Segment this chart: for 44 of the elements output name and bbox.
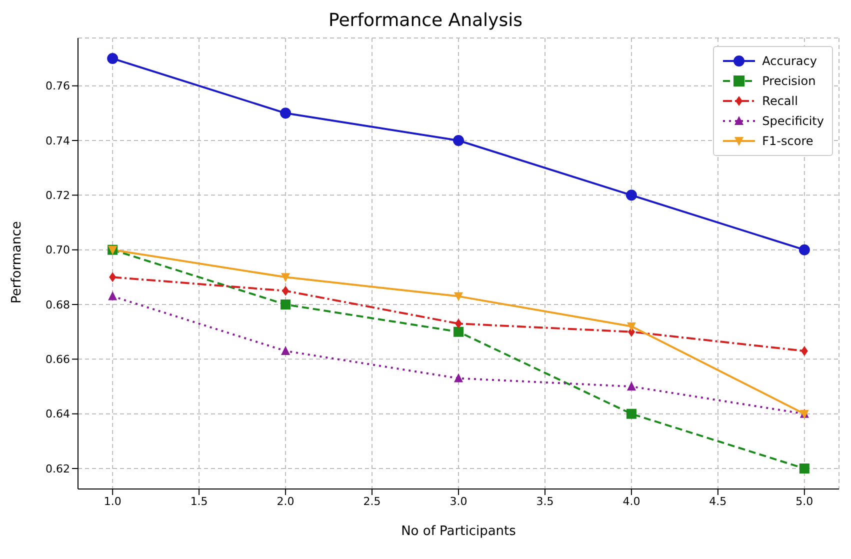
point xyxy=(109,272,116,282)
y-tick-label: 0.72 xyxy=(46,189,70,202)
point xyxy=(107,53,118,64)
y-axis-title: Performance xyxy=(10,221,25,304)
point xyxy=(798,244,810,256)
point xyxy=(454,326,464,337)
point xyxy=(626,408,636,419)
legend-label: Recall xyxy=(762,94,798,108)
legend-label: Specificity xyxy=(762,114,824,128)
x-tick-label: 4.0 xyxy=(622,494,640,508)
y-tick-label: 0.74 xyxy=(46,134,70,148)
point xyxy=(282,286,290,296)
y-tick-label: 0.64 xyxy=(46,408,70,421)
x-tick-label: 2.0 xyxy=(276,494,294,508)
y-tick-label: 0.76 xyxy=(46,80,70,93)
point xyxy=(454,292,463,302)
x-axis-title: No of Participants xyxy=(401,524,516,539)
x-tick-label: 5.0 xyxy=(796,494,814,508)
point xyxy=(626,190,637,201)
legend-label: Precision xyxy=(762,74,816,88)
y-tick-label: 0.70 xyxy=(46,244,70,257)
x-tick-label: 3.0 xyxy=(450,494,468,508)
x-tick-label: 1.0 xyxy=(104,494,122,508)
x-tick-label: 3.5 xyxy=(536,494,554,508)
point xyxy=(799,464,810,474)
legend-label: F1-score xyxy=(762,134,814,148)
point xyxy=(453,135,464,146)
point xyxy=(626,322,636,332)
y-tick-label: 0.66 xyxy=(46,353,70,366)
legend-label: Accuracy xyxy=(762,54,817,68)
x-tick-label: 4.5 xyxy=(709,494,727,508)
y-tick-label: 0.62 xyxy=(46,462,70,476)
point xyxy=(281,273,290,282)
point xyxy=(280,300,291,310)
point xyxy=(454,373,463,382)
x-tick-label: 2.5 xyxy=(363,494,381,508)
point xyxy=(280,108,292,119)
point xyxy=(281,346,290,355)
y-tick-label: 0.68 xyxy=(46,298,70,312)
point xyxy=(800,346,808,356)
chart-title: Performance Analysis xyxy=(328,9,524,33)
point xyxy=(108,291,118,300)
x-tick-label: 1.5 xyxy=(190,494,208,508)
point xyxy=(626,382,636,390)
